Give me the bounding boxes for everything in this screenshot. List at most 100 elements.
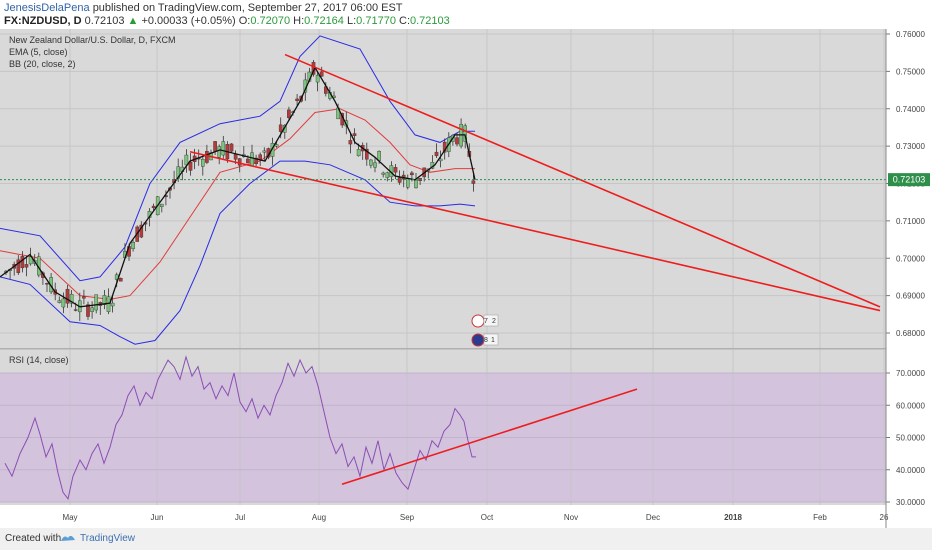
candle-body <box>16 259 21 273</box>
low-value: 0.71770 <box>356 15 396 27</box>
candle-body <box>73 309 78 311</box>
time-tick-label: Sep <box>400 513 415 522</box>
candle-body <box>221 141 226 156</box>
event-count-3: 8 <box>484 337 488 344</box>
time-tick-label: Jun <box>151 513 164 522</box>
rsi-axis[interactable]: 70.0000 60.0000 50.0000 40.0000 30.0000 <box>886 369 925 507</box>
tradingview-brand[interactable]: TradingView <box>80 533 136 544</box>
candle-body <box>131 242 135 250</box>
price-badge-text: 0.72103 <box>893 175 926 185</box>
last-price: 0.72103 <box>84 15 125 27</box>
candle-body <box>262 150 267 153</box>
high-value: 0.72164 <box>304 15 344 27</box>
legend-bb[interactable]: BB (20, close, 2) <box>9 59 76 69</box>
bb-upper-band <box>0 35 475 282</box>
symbol-label: FX:NZDUSD, D <box>4 15 82 27</box>
author-name[interactable]: JenesisDelaPena <box>4 2 90 14</box>
candle-body <box>438 158 443 162</box>
ema-polyline <box>0 66 476 308</box>
price-gridlines <box>0 29 886 349</box>
time-tick-label: May <box>62 513 77 522</box>
candle-body <box>463 125 468 142</box>
candle-body <box>369 159 373 166</box>
bb-lower-band <box>0 160 476 345</box>
candle-body <box>82 296 86 299</box>
ema-line <box>0 66 476 308</box>
time-tick-label: 26 <box>880 513 889 522</box>
time-tick-label: Oct <box>481 513 494 522</box>
price-change: +0.00033 (+0.05%) <box>141 15 236 27</box>
rsi-support-trendline[interactable] <box>341 388 638 486</box>
time-tick-label: 2018 <box>724 513 742 522</box>
time-tick-label: Aug <box>312 513 326 522</box>
candle-body <box>24 264 29 268</box>
price-tick-label: 0.76000 <box>896 30 925 39</box>
candle-body <box>315 75 320 83</box>
event-count-box[interactable] <box>483 314 499 327</box>
rsi-legend[interactable]: RSI (14, close) <box>9 355 69 365</box>
price-tick-label: 0.70000 <box>896 254 925 263</box>
event-count-box-2[interactable] <box>483 333 499 346</box>
candle-body <box>69 294 74 304</box>
candle-body <box>410 172 414 176</box>
rsi-line <box>4 355 476 500</box>
up-arrow-icon: ▲ <box>127 15 139 27</box>
candle-body <box>455 137 459 145</box>
candle-body <box>159 203 164 207</box>
price-axis[interactable]: 0.760000.750000.740000.730000.720000.710… <box>886 30 925 338</box>
price-badge-bg <box>888 173 930 187</box>
wedge-trendline[interactable] <box>189 150 881 312</box>
candle-body <box>94 294 98 311</box>
candle-body <box>356 149 361 157</box>
high-label: H: <box>293 15 305 27</box>
chart-canvas[interactable]: 0.760000.750000.740000.730000.720000.710… <box>0 29 932 528</box>
legend-ema[interactable]: EMA (5, close) <box>9 47 68 57</box>
time-axis[interactable]: May Jun Jul Aug Sep Oct Nov Dec 2018 Feb 26 <box>62 513 889 522</box>
candle-body <box>385 172 390 178</box>
time-tick-label: Nov <box>564 513 578 522</box>
candle-body <box>213 141 217 152</box>
candle-body <box>188 162 193 171</box>
us-flag-icon[interactable] <box>471 314 485 328</box>
low-label: L: <box>346 15 357 27</box>
candle-body <box>45 283 49 285</box>
candle-body <box>61 298 66 308</box>
event-count-1: 7 <box>484 318 488 325</box>
price-tick-label: 0.75000 <box>896 67 925 76</box>
candle-body <box>287 109 291 118</box>
nz-flag-icon[interactable] <box>471 333 485 347</box>
candle-body <box>217 146 222 158</box>
candle-body <box>86 304 90 317</box>
candle-body <box>229 143 234 152</box>
wedge-trendlines <box>189 53 881 312</box>
candle-body <box>393 167 398 173</box>
candle-body <box>381 172 386 175</box>
economic-event-flags[interactable]: 7 2 8 1 <box>471 314 499 347</box>
candle-body <box>471 180 476 184</box>
price-pane[interactable] <box>0 29 886 349</box>
time-tick-label: Jul <box>235 513 245 522</box>
rsi-tick-label: 60.0000 <box>896 401 925 410</box>
open-value: 0.72070 <box>250 15 291 27</box>
chart-legend: New Zealand Dollar/U.S. Dollar, D, FXCM … <box>9 35 176 69</box>
price-tick-label: 0.73000 <box>896 142 925 151</box>
candle-body <box>20 256 25 269</box>
time-tick-label: Feb <box>813 513 827 522</box>
price-tick-label: 0.74000 <box>896 105 925 114</box>
price-tick-label: 0.71000 <box>896 217 925 226</box>
candle-body <box>237 158 242 166</box>
price-tick-label: 0.69000 <box>896 292 925 301</box>
legend-title: New Zealand Dollar/U.S. Dollar, D, FXCM <box>9 35 176 45</box>
rsi-tick-label: 50.0000 <box>896 434 925 443</box>
candle-body <box>434 151 439 157</box>
candle-body <box>28 256 33 265</box>
candle-body <box>106 296 111 312</box>
wedge-trendline[interactable] <box>284 53 881 308</box>
candle-body <box>373 162 377 168</box>
close-value: 0.72103 <box>410 15 450 27</box>
candle-body <box>57 300 62 303</box>
candle-body <box>65 288 70 304</box>
price-badge: 0.72103 <box>888 173 930 187</box>
candle-body <box>233 153 238 160</box>
rsi-gridlines <box>0 350 886 505</box>
